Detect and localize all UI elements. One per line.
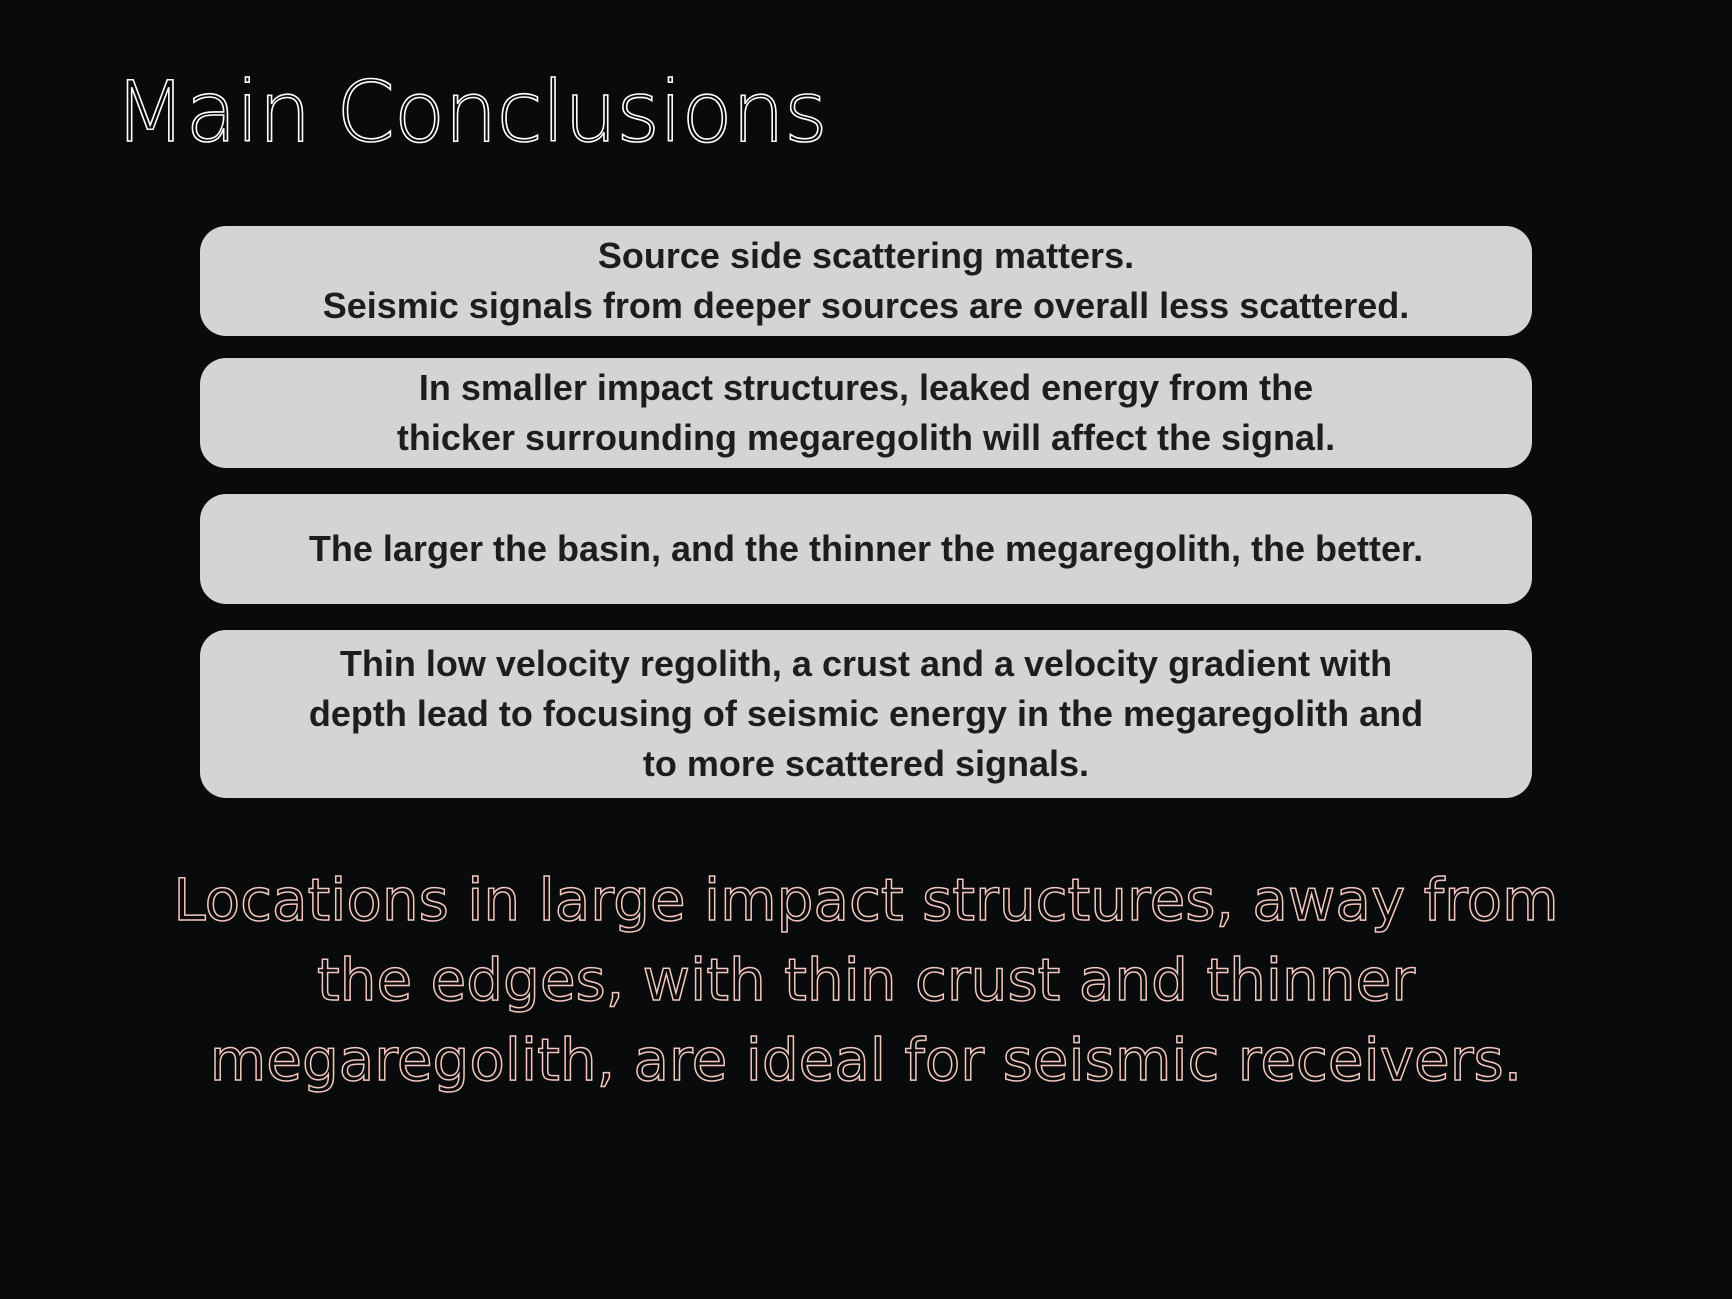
conclusion-text: Thin low velocity regolith, a crust and … — [308, 643, 1424, 784]
conclusion-text: The larger the basin, and the thinner th… — [308, 528, 1424, 569]
conclusion-text: Source side scattering matters. Seismic … — [322, 235, 1410, 326]
conclusion-box-leaked-energy: In smaller impact structures, leaked ene… — [200, 358, 1532, 468]
slide-title: Main Conclusions — [113, 63, 828, 161]
conclusion-text: In smaller impact structures, leaked ene… — [396, 367, 1336, 458]
conclusion-box-basin-size: The larger the basin, and the thinner th… — [200, 494, 1532, 604]
conclusion-box-focusing: Thin low velocity regolith, a crust and … — [200, 630, 1532, 798]
conclusion-box-source-scattering: Source side scattering matters. Seismic … — [200, 226, 1532, 336]
final-statement: Locations in large impact structures, aw… — [173, 865, 1560, 1095]
